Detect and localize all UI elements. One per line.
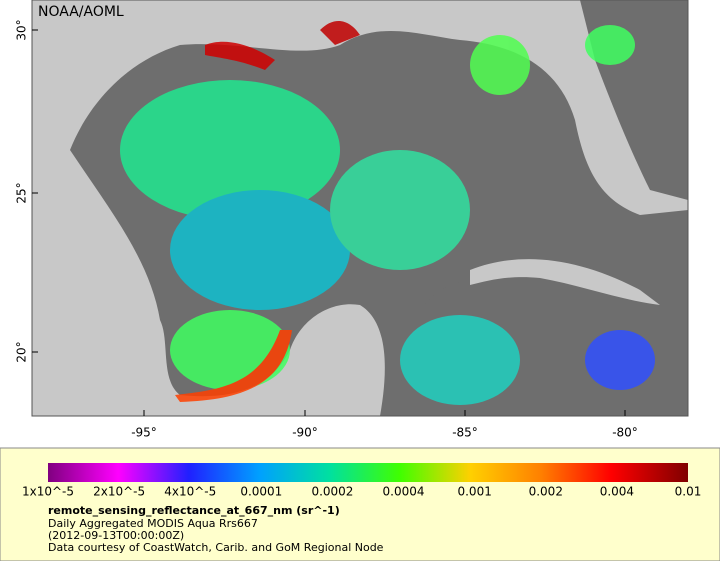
lat-tick-label: 30° (15, 19, 29, 40)
lat-tick-label: 20° (15, 341, 29, 362)
cuba (470, 259, 660, 305)
map-label: NOAA/AOML (38, 4, 124, 20)
colorbar-label: 0.0004 (383, 485, 425, 499)
reflectance-field (120, 20, 655, 405)
colorbar-label: 0.0002 (311, 485, 353, 499)
lon-tick-label: -90° (292, 426, 318, 440)
colorbar-label: 0.002 (529, 485, 563, 499)
lat-tick-label: 25° (15, 182, 29, 203)
map-frame (31, 0, 689, 417)
caption-title: remote_sensing_reflectance_at_667_nm (sr… (48, 504, 340, 517)
colorbar-label: 0.01 (675, 485, 702, 499)
caption-line: Daily Aggregated MODIS Aqua Rrs667 (48, 517, 258, 530)
colorbar-label: 4x10^-5 (164, 485, 216, 499)
lon-tick-label: -80° (612, 426, 638, 440)
lon-tick-label: -95° (131, 426, 157, 440)
colorbar-label: 1x10^-5 (22, 485, 74, 499)
colorbar-label: 0.0001 (240, 485, 282, 499)
colorbar (48, 463, 688, 482)
colorbar-label: 0.001 (457, 485, 491, 499)
colorbar-label: 2x10^-5 (93, 485, 145, 499)
lon-tick-label: -85° (452, 426, 478, 440)
map-area (32, 0, 688, 416)
caption-line: Data courtesy of CoastWatch, Carib. and … (48, 541, 384, 554)
colorbar-label: 0.004 (600, 485, 634, 499)
caption-line: (2012-09-13T00:00:00Z) (48, 529, 184, 542)
